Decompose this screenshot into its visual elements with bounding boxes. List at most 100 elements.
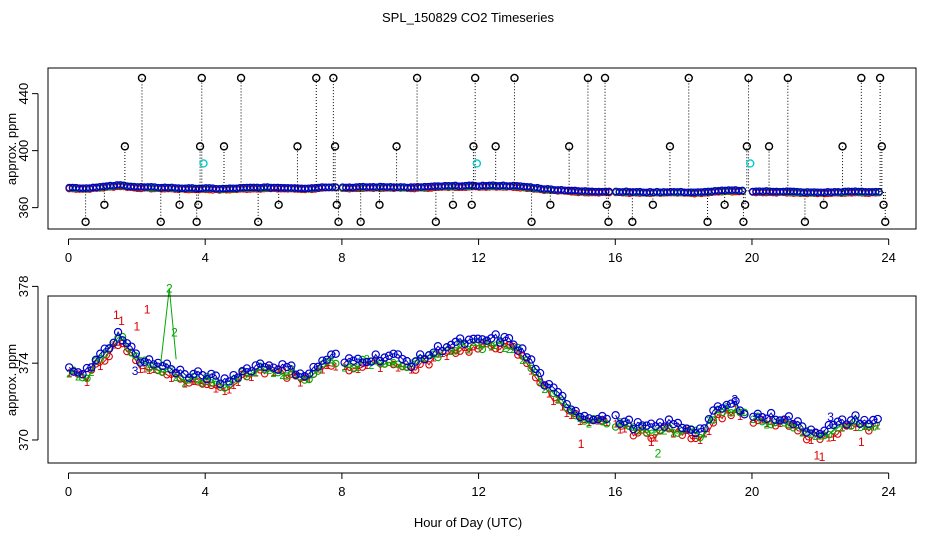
bottom-sensor-2-label-point: 2 [764, 419, 770, 431]
bottom-sensor-1-label-point: 1 [315, 364, 321, 376]
bottom-sensor-3-point [300, 372, 309, 381]
bottom-sensor-1-point [531, 373, 540, 382]
top-spike-point [875, 73, 885, 83]
bottom-sensor-3-point [211, 371, 220, 380]
bottom-sensor-1-label-point: 1 [737, 411, 743, 423]
bottom-sensor-1-label-point: 1 [706, 426, 712, 438]
x-axis-label: Hour of Day (UTC) [414, 515, 522, 530]
top-sensor-3-point [738, 186, 747, 195]
bottom-sensor-1-label-point: 1 [546, 389, 552, 401]
bottom-sensor-2-point [602, 420, 611, 428]
bottom-sensor-3-point [660, 422, 669, 431]
bottom-sensor-1-label-point: 1 [168, 373, 174, 385]
top-spike-point [197, 73, 206, 83]
bottom-sensor-2-label-point: 2 [586, 418, 592, 430]
bottom-sensor-3-point [700, 424, 709, 433]
bottom-sensor-3-point [242, 364, 252, 373]
bottom-sensor-2-label-point: 2 [537, 376, 543, 388]
bottom-sensor-2-label-point: 2 [328, 354, 334, 366]
bottom-sensor-3-point [73, 368, 83, 377]
bottom-sensor-1-outlier: 1 [858, 435, 865, 449]
bottom-sensor-3-point [789, 419, 798, 429]
bottom-sensor-2-label-point: 2 [448, 346, 454, 358]
bottom-sensor-3-point [869, 415, 878, 425]
bottom-sensor-3-point [771, 415, 780, 425]
bottom-sensor-2-label-point: 2 [808, 429, 814, 441]
bottom-sensor-2-label-point: 2 [501, 343, 507, 355]
bottom-x-tick-label: 8 [338, 484, 345, 499]
top-spike-point [330, 142, 340, 151]
bottom-sensor-2-label-point: 2 [75, 372, 81, 384]
bottom-sensor-1-label-point: 1 [222, 386, 228, 398]
bottom-sensor-1-label-point: 1 [79, 369, 85, 381]
bottom-sensor-3-point [100, 344, 109, 353]
bottom-sensor-3-point [482, 336, 491, 345]
bottom-sensor-3-point [140, 357, 149, 366]
bottom-sensor-3-point [775, 416, 785, 425]
top-spike-point [684, 73, 693, 83]
bottom-sensor-1-point [771, 422, 780, 430]
bottom-sensor-3-point [229, 370, 238, 380]
bottom-sensor-3-point [509, 340, 518, 349]
bottom-sensor-1-line [68, 342, 878, 441]
top-spike-point [253, 217, 263, 227]
bottom-sensor-2-label-point: 2 [164, 363, 170, 375]
bottom-sensor-3-point [629, 424, 638, 434]
bottom-sensor-3-point [464, 335, 474, 344]
bottom-sensor-3-point [664, 415, 674, 424]
bottom-sensor-2-point [696, 433, 704, 442]
bottom-sensor-2-label-point: 2 [875, 421, 881, 433]
bottom-sensor-2-point [331, 359, 340, 368]
bottom-x-tick-label: 20 [745, 484, 759, 499]
bottom-sensor-2-label-point: 2 [346, 359, 352, 371]
bottom-sensor-1-label-point: 1 [319, 365, 325, 377]
bottom-sensor-3-point [278, 360, 287, 369]
bottom-sensor-3-point [615, 419, 625, 429]
bottom-sensor-2-point [478, 345, 487, 354]
bottom-sensor-3-outlier: 3 [732, 393, 739, 407]
top-spike-point [879, 200, 888, 209]
bottom-sensor-3-point [571, 406, 580, 416]
top-spike-point [375, 200, 384, 209]
bottom-sensor-1-label-point: 1 [559, 401, 565, 413]
top-high-flag-point [746, 159, 755, 168]
top-spike-point [720, 200, 729, 209]
bottom-sensor-3-point [318, 356, 327, 365]
top-spike-point [312, 73, 321, 83]
top-spike-point [192, 217, 201, 227]
top-x-tick-label: 0 [65, 250, 72, 265]
bottom-sensor-3-point [793, 417, 802, 426]
bottom-sensor-2-point [820, 431, 829, 440]
bottom-sensor-1-label-point: 1 [653, 432, 659, 444]
bottom-sensor-3-point [113, 327, 123, 337]
top-spike-point [600, 73, 610, 83]
bottom-x-tick-label: 12 [471, 484, 485, 499]
bottom-sensor-2-label-point: 2 [506, 344, 512, 356]
bottom-sensor-3-point [109, 338, 118, 348]
bottom-sensor-3-point [535, 368, 545, 378]
bottom-sensor-3-point [691, 428, 700, 438]
bottom-sensor-2-label-point: 2 [439, 346, 445, 358]
bottom-sensor-3-point [247, 367, 256, 376]
bottom-sensor-3-point [589, 415, 598, 425]
bottom-sensor-1-label-point: 1 [213, 383, 219, 395]
bottom-sensor-3-point [327, 350, 336, 359]
bottom-sensor-2-label-point: 2 [510, 344, 516, 356]
bottom-sensor-3-point [69, 367, 78, 376]
top-spike-point [742, 142, 752, 151]
bottom-sensor-3-point [380, 353, 389, 362]
bottom-sensor-3-point [282, 362, 292, 372]
top-spike-point [175, 200, 184, 209]
bottom-sensor-3-point [518, 344, 527, 353]
top-x-tick-label: 20 [745, 250, 759, 265]
bottom-sensor-3-point [722, 400, 731, 410]
top-sensor-3-point [328, 183, 337, 191]
top-sensor-3-point [92, 183, 101, 192]
bottom-sensor-1-label-point: 1 [444, 351, 450, 363]
bottom-sensor-3-point [309, 362, 318, 372]
bottom-sensor-3-point [473, 334, 483, 343]
bottom-sensor-2-label-point: 2 [830, 425, 836, 437]
bottom-sensor-2-point [314, 367, 322, 375]
